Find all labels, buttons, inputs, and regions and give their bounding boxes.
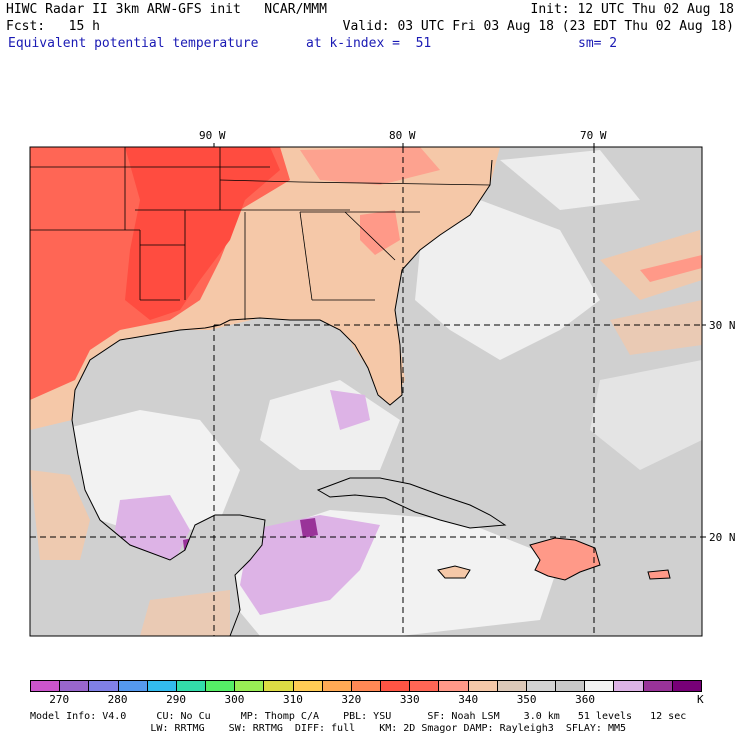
header-valid: Valid: 03 UTC Fri 03 Aug 18 (23 EDT Thu … [342,19,734,34]
field-name: Equivalent potential temperature [8,36,259,51]
header-forecast: Fcst: 15 h [6,19,100,34]
colorbar-swatch [555,681,585,691]
central-america-tan [140,590,230,636]
footer-model-info: Model Info: V4.0 CU: No Cu MP: Thomp C/A… [30,711,687,722]
mexico-land [30,420,265,636]
footer-model-info-2: LW: RRTMG SW: RRTMG DIFF: full KM: 2D Sm… [30,723,627,734]
colorbar-tick-label: 280 [107,693,128,706]
colorbar-swatch [613,681,643,691]
colorbar-tick-label: 360 [575,693,595,706]
smoothing-label: sm= 2 [578,36,618,51]
caribbean-lavender [240,515,380,615]
colorbar-swatch [380,681,410,691]
cuba-land [316,477,507,529]
colorbar-swatch [117,681,147,691]
puerto-rico-land [647,569,671,580]
jamaica-land [437,565,471,579]
level-label: at k-index = 51 [306,36,432,51]
gulf-lavender-2 [330,390,370,430]
header-title: HIWC Radar II 3km ARW-GFS init NCAR/MMM [6,2,327,17]
colorbar-swatch [88,681,118,691]
colorbar-swatch [292,681,322,691]
header-init: Init: 12 UTC Thu 02 Aug 18 [530,2,735,17]
colorbar-tick-label: 350 [516,693,537,706]
colorbar [30,680,702,692]
atlantic-warm-band [600,230,702,300]
colorbar-tick-label: 340 [458,693,479,706]
colorbar-swatch [31,681,60,691]
colorbar-swatch [467,681,497,691]
gulf-pale-region [60,410,240,540]
colorbar-unit: K [697,693,704,706]
colorbar-swatch [175,681,206,691]
colorbar-swatch [146,681,176,691]
colorbar-swatch [671,681,701,691]
colorbar-swatch [496,681,526,691]
colorbar-tick-label: 300 [224,693,245,706]
hispaniola-land [529,537,601,581]
graticule [30,147,702,636]
colorbar-swatch [59,681,89,691]
colorbar-tick-label: 320 [341,693,362,706]
colorbar-swatch [234,681,264,691]
atlantic-pale-band [500,150,640,210]
atlantic-orange-streak [640,255,702,282]
map-frame [29,146,703,637]
colorbar-swatch [350,681,381,691]
colorbar-swatch [642,681,672,691]
lat-label-20n: 20 N [709,531,736,544]
colorbar-swatch [205,681,235,691]
lon-label-90w: 90 W [199,129,226,142]
atlantic-pale-region [415,200,600,360]
colorbar-swatch [438,681,468,691]
colorbar-tick-label: 290 [166,693,186,706]
atlantic-pale-lower [590,360,702,470]
colorbar-tick-label: 310 [282,693,303,706]
colorbar-tick-label: 330 [399,693,420,706]
colorbar-tick-label: 270 [49,693,70,706]
colorbar-swatch [409,681,439,691]
atlantic-warm-band-2 [610,300,702,355]
us-warm-patch [360,210,400,255]
coastlines [71,159,493,636]
colorbar-swatch [584,681,614,691]
tick-marks [213,143,706,538]
lon-label-80w: 80 W [389,129,416,142]
florida-tan [345,310,402,405]
gulf-lavender [115,495,190,560]
lon-label-70w: 70 W [580,129,607,142]
colorbar-swatch [321,681,351,691]
us-warm-patch-2 [300,147,440,185]
lat-label-30n: 30 N [709,319,736,332]
colorbar-swatch [525,681,556,691]
us-land-hot [125,147,280,320]
colorbar-swatch [263,681,293,691]
purple-spot [300,518,318,538]
state-borders [30,147,491,320]
